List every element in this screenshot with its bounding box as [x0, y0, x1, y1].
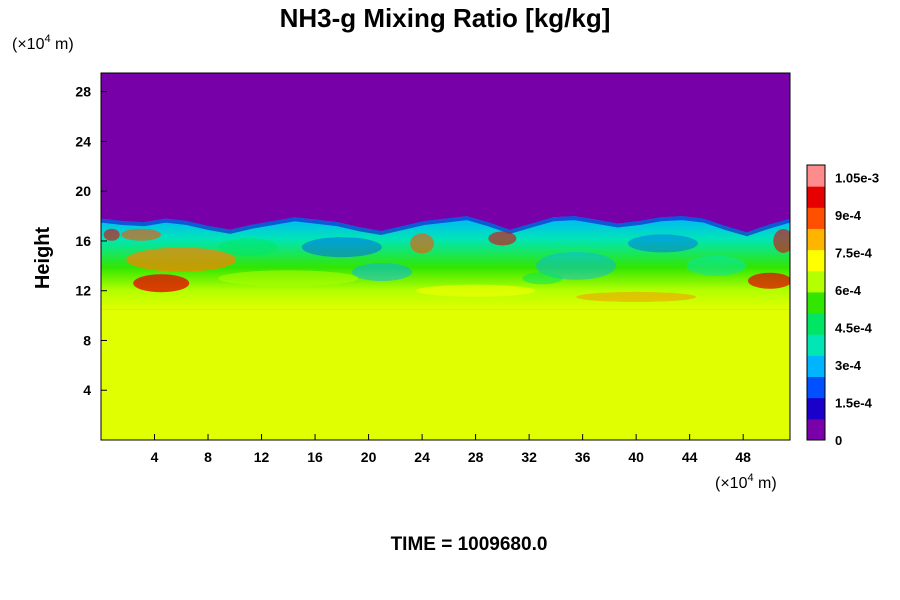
colorbar-swatch: [807, 207, 825, 229]
turbulence-blob: [351, 263, 412, 282]
colorbar-swatch: [807, 291, 825, 314]
turbulence-blob: [535, 251, 616, 280]
x-tick-label: 24: [414, 449, 430, 465]
turbulence-blob: [133, 274, 190, 293]
x-tick-label: 16: [307, 449, 323, 465]
colorbar-swatch: [807, 270, 825, 293]
y-tick-label: 24: [75, 133, 91, 149]
colorbar-swatch: [807, 376, 825, 399]
colorbar-tick-label: 1.05e-3: [835, 171, 879, 186]
turbulence-blob: [415, 284, 536, 297]
plot-frame: [100, 72, 791, 441]
turbulence-blob: [301, 237, 382, 258]
colorbar-swatch: [807, 334, 825, 356]
x-tick-label: 4: [151, 449, 159, 465]
colorbar-tick-label: 4.5e-4: [835, 321, 873, 336]
x-tick-label: 8: [204, 449, 212, 465]
colorbar: [806, 164, 826, 441]
y-axis-label: Height: [32, 227, 54, 290]
colorbar-tick-label: 0: [835, 433, 842, 448]
colorbar-tick-label: 9e-4: [835, 208, 862, 223]
y-tick-label: 4: [83, 382, 91, 398]
colorbar-swatch: [807, 355, 825, 378]
x-tick-label: 28: [468, 449, 484, 465]
colorbar-tick-label: 7.5e-4: [835, 246, 873, 261]
time-label: TIME = 1009680.0: [391, 534, 548, 555]
colorbar-swatch: [807, 397, 825, 420]
turbulence-blob: [747, 272, 790, 289]
turbulence-blob: [686, 255, 747, 276]
turbulence-blob: [773, 228, 790, 253]
turbulence-blob: [121, 228, 162, 241]
colorbar-tick-label: 3e-4: [835, 358, 862, 373]
colorbar-swatch: [807, 186, 825, 208]
y-axis-ticks: 4 8 12 16 20 24 28: [75, 84, 107, 398]
colorbar-swatch: [807, 228, 825, 251]
colorbar-swatch: [807, 165, 825, 187]
colorbar-ticks: 0 1.5e-4 3e-4 4.5e-4 6e-4 7.5e-4 9e-4 1.05e-3: [835, 171, 879, 449]
x-tick-label: 44: [682, 449, 698, 465]
colorbar-swatch: [807, 313, 825, 335]
colorbar-frame: [806, 164, 826, 441]
x-tick-label: 48: [735, 449, 751, 465]
colorbar-swatch: [807, 418, 825, 441]
lower-layer-region: [101, 309, 790, 440]
y-tick-label: 8: [83, 332, 91, 348]
layer-boundary: [101, 216, 790, 237]
colorbar-tick-label: 1.5e-4: [835, 396, 873, 411]
x-tick-label: 36: [575, 449, 591, 465]
x-tick-label: 20: [361, 449, 377, 465]
colorbar-tick-label: 6e-4: [835, 283, 862, 298]
turbulence-blob: [522, 272, 563, 285]
heatmap-plot-area: [101, 73, 790, 440]
turbulence-blobs: [103, 228, 790, 302]
y-tick-label: 20: [75, 183, 91, 199]
y-tick-label: 28: [75, 84, 91, 100]
turbulence-blob: [627, 234, 698, 253]
turbulence-blob: [576, 291, 697, 302]
x-axis-ticks: 4 8 12 16 20 24 28 32 36 40 44 48: [151, 434, 751, 465]
x-tick-label: 32: [521, 449, 537, 465]
turbulence-blob: [410, 233, 435, 254]
x-tick-label: 40: [628, 449, 644, 465]
chart-title: NH3-g Mixing Ratio [kg/kg]: [280, 3, 611, 33]
turbulence-blob: [218, 270, 359, 287]
turbulence-blob: [218, 238, 279, 257]
turbulence-blob: [126, 247, 237, 272]
colorbar-swatch: [807, 249, 825, 272]
x-tick-label: 12: [254, 449, 270, 465]
y-axis-unit: (×104 m): [12, 33, 74, 53]
y-tick-label: 12: [75, 283, 91, 299]
y-tick-label: 16: [75, 233, 91, 249]
turbulence-blob: [103, 228, 120, 241]
turbulence-blob: [488, 231, 517, 246]
x-axis-unit: (×104 m): [715, 472, 777, 492]
